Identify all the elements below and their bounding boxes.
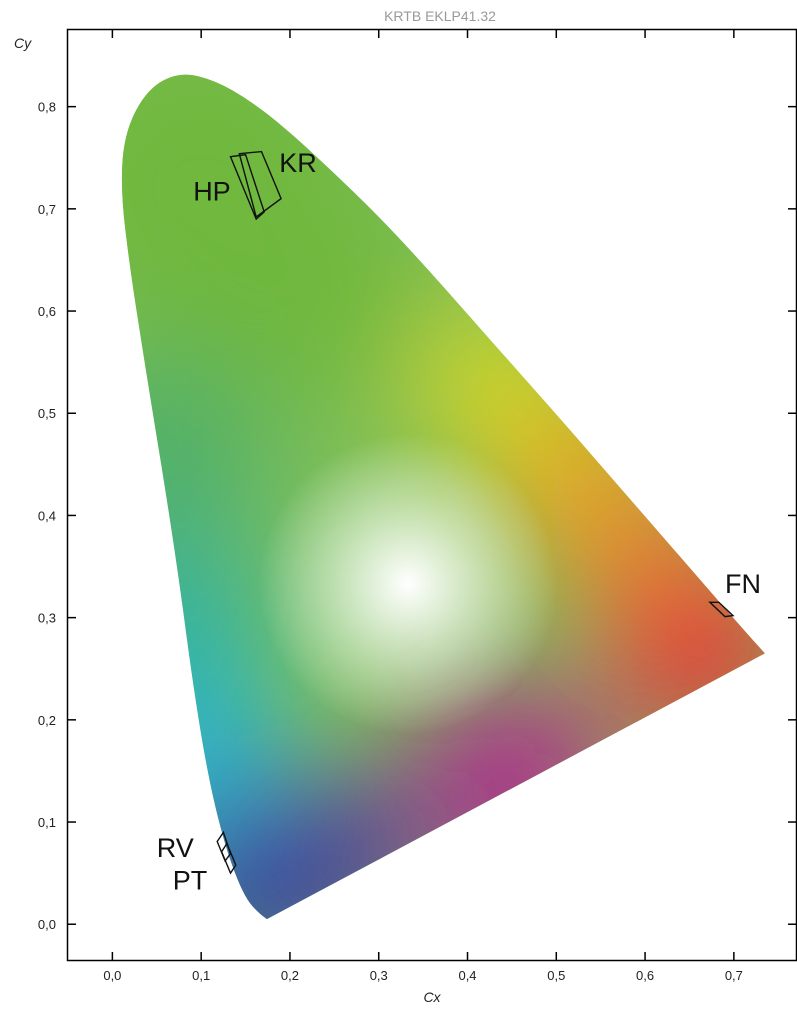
x-tick-label-2: 0,2	[281, 968, 299, 983]
y-tick-label-4: 0,4	[38, 508, 56, 523]
x-tick-label-6: 0,6	[636, 968, 654, 983]
x-tick-label-3: 0,3	[370, 968, 388, 983]
locus-blob-2	[121, 354, 267, 575]
y-tick-label-0: 0,0	[38, 917, 56, 932]
x-axis-title: Cx	[423, 989, 441, 1005]
region-rv-label: RV	[157, 833, 194, 863]
y-axis-ticks: 0,0 0,1 0,2 0,3 0,4 0,5 0,6 0,7 0,8	[38, 100, 796, 932]
y-tick-label-6: 0,6	[38, 304, 56, 319]
region-fn-label: FN	[725, 569, 761, 599]
y-tick-label-3: 0,3	[38, 611, 56, 626]
region-hp-label: HP	[193, 177, 231, 207]
x-tick-label-7: 0,7	[725, 968, 743, 983]
region-pt-label: PT	[173, 866, 208, 896]
region-kr-outline	[238, 150, 282, 219]
y-tick-label-1: 0,1	[38, 815, 56, 830]
locus-blob-3	[121, 543, 270, 734]
x-axis-ticks: 0,0 0,1 0,2 0,3 0,4 0,5 0,6 0,7	[103, 30, 743, 983]
region-kr-label: KR	[279, 148, 317, 178]
locus-blob-11	[424, 312, 565, 453]
white-point-glow	[258, 433, 559, 734]
y-tick-label-8: 0,8	[38, 100, 56, 115]
y-tick-label-5: 0,5	[38, 406, 56, 421]
locus-blob-1	[187, 170, 428, 411]
region-fn-outline	[708, 601, 735, 618]
x-tick-label-0: 0,0	[103, 968, 121, 983]
y-tick-label-2: 0,2	[38, 713, 56, 728]
y-tick-label-7: 0,7	[38, 202, 56, 217]
x-tick-label-5: 0,5	[547, 968, 565, 983]
y-axis-title: Cy	[14, 35, 32, 51]
x-tick-label-4: 0,4	[458, 968, 476, 983]
region-pt-outline	[220, 841, 237, 875]
locus-blob-6	[258, 767, 429, 920]
x-tick-label-1: 0,1	[192, 968, 210, 983]
chart-title: KRTB EKLP41.32	[384, 8, 496, 24]
